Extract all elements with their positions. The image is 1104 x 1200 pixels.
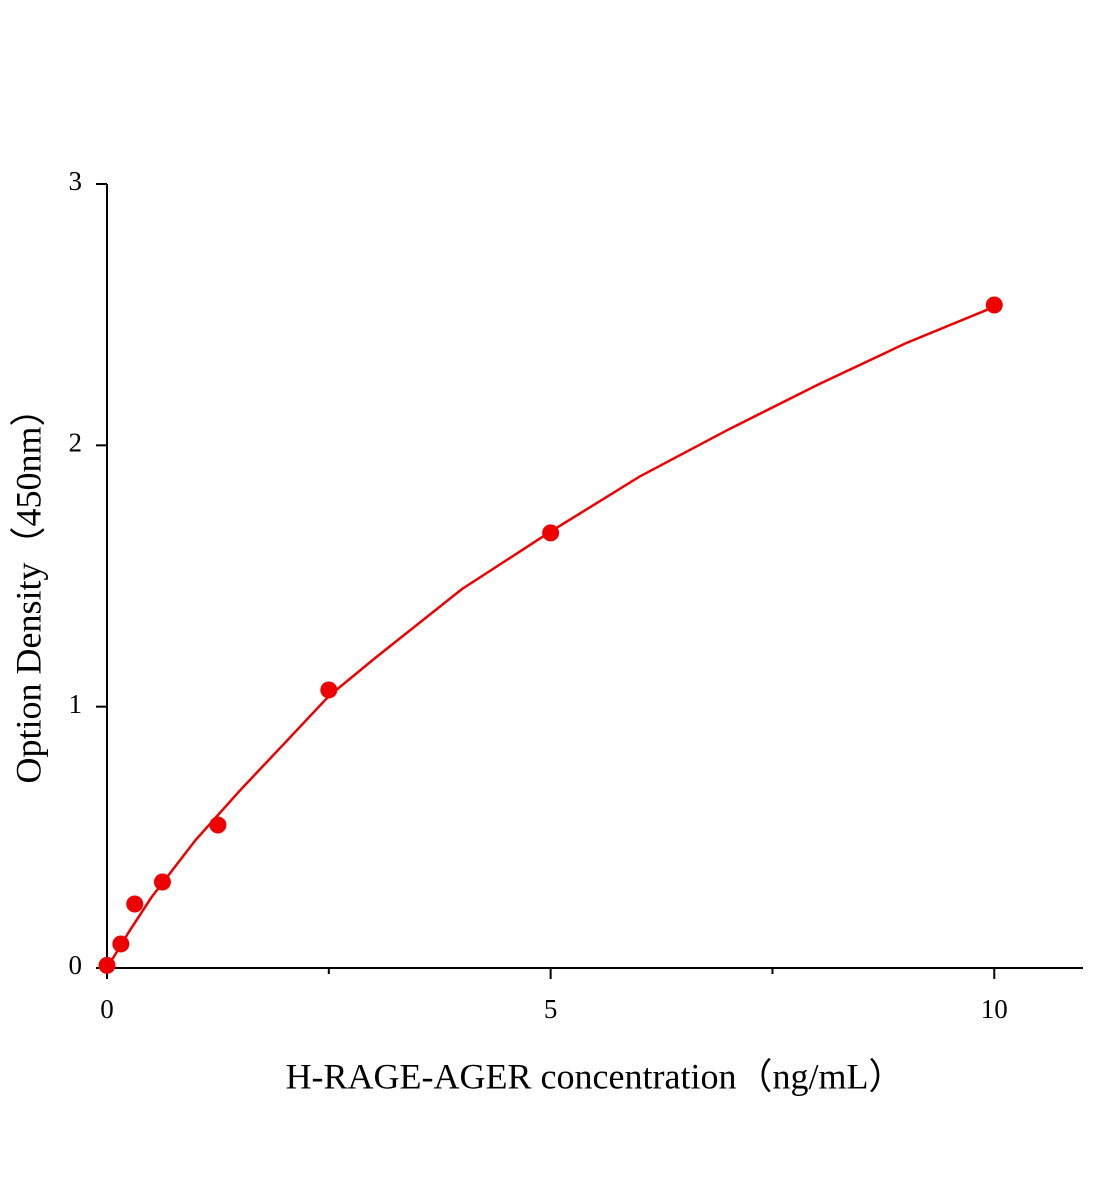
fit-curve — [105, 305, 995, 969]
x-tick-label: 5 — [544, 994, 558, 1024]
x-tick-label: 10 — [981, 994, 1008, 1024]
x-axis-label: H-RAGE-AGER concentration（ng/mL） — [286, 1056, 905, 1096]
data-point — [126, 895, 144, 913]
y-axis-label: Option Density（450nm） — [8, 391, 48, 784]
x-tick-label: 0 — [100, 994, 114, 1024]
y-tick-label: 1 — [69, 689, 83, 719]
y-tick-label: 3 — [69, 166, 83, 196]
data-point — [209, 816, 227, 834]
y-tick-label: 0 — [69, 950, 83, 980]
y-tick-label: 2 — [69, 428, 83, 458]
data-point — [985, 296, 1003, 314]
